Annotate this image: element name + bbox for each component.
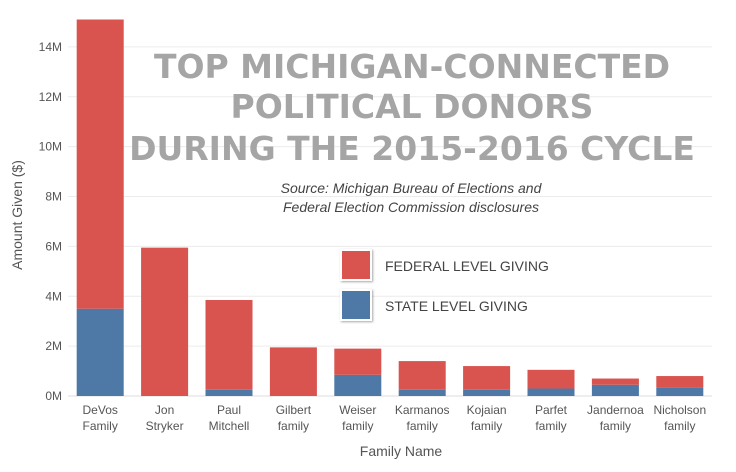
y-tick-label: 4M: [45, 289, 62, 303]
bar-state-segment[interactable]: [398, 389, 446, 396]
bar-federal-segment[interactable]: [463, 366, 511, 390]
bar-federal-segment[interactable]: [205, 300, 253, 390]
x-category-label: Nicholson: [653, 403, 706, 417]
x-category-label: Weiser: [339, 403, 376, 417]
chart-title: TOP MICHIGAN-CONNECTED POLITICAL DONORS …: [129, 47, 695, 168]
x-category-label: family: [535, 419, 566, 433]
x-category-label: family: [600, 419, 631, 433]
bar-state-segment[interactable]: [463, 389, 511, 396]
legend-label-federal: FEDERAL LEVEL GIVING: [385, 258, 549, 274]
bars: [76, 19, 704, 396]
bar-state-segment[interactable]: [527, 388, 575, 396]
y-axis-ticks: 0M 2M 4M 6M 8M 10M 12M 14M: [39, 40, 62, 403]
x-category-label: DeVos: [83, 403, 118, 417]
legend-label-state: STATE LEVEL GIVING: [385, 298, 528, 314]
y-tick-label: 14M: [39, 40, 62, 54]
bar-federal-segment[interactable]: [141, 247, 189, 396]
x-category-label: family: [664, 419, 695, 433]
source-note: Source: Michigan Bureau of Elections and…: [281, 180, 543, 215]
y-axis-title: Amount Given ($): [9, 160, 25, 270]
bar-federal-segment[interactable]: [527, 369, 575, 389]
x-category-label: Stryker: [146, 419, 184, 433]
bar-state-segment[interactable]: [591, 384, 639, 396]
bar-federal-segment[interactable]: [76, 19, 124, 309]
y-tick-label: 12M: [39, 90, 62, 104]
bar-state-segment[interactable]: [76, 308, 124, 396]
bar-federal-segment[interactable]: [334, 348, 382, 375]
x-axis-labels: DeVos Family Jon Stryker Paul Mitchell Gilbert…: [83, 403, 707, 433]
x-category-label: family: [471, 419, 502, 433]
bar-state-segment[interactable]: [334, 374, 382, 396]
title-line-2: POLITICAL DONORS: [231, 87, 594, 126]
x-category-label: Jandernoa: [587, 403, 644, 417]
x-category-label: Gilbert: [276, 403, 312, 417]
x-category-label: Karmanos: [395, 403, 450, 417]
x-category-label: family: [278, 419, 309, 433]
x-category-label: Mitchell: [209, 419, 250, 433]
title-line-3: DURING THE 2015-2016 CYCLE: [129, 129, 695, 168]
bar-state-segment[interactable]: [205, 389, 253, 396]
legend: FEDERAL LEVEL GIVING STATE LEVEL GIVING: [340, 249, 549, 321]
x-category-label: Parfet: [535, 403, 568, 417]
x-category-label: Paul: [217, 403, 241, 417]
x-category-label: family: [407, 419, 438, 433]
source-line-2: Federal Election Commission disclosures: [283, 199, 539, 215]
title-line-1: TOP MICHIGAN-CONNECTED: [154, 47, 670, 86]
x-axis-title: Family Name: [360, 443, 443, 459]
x-category-label: Jon: [155, 403, 174, 417]
bar-federal-segment[interactable]: [591, 378, 639, 385]
y-tick-label: 0M: [45, 389, 62, 403]
y-tick-label: 2M: [45, 339, 62, 353]
bar-state-segment[interactable]: [656, 387, 704, 396]
x-category-label: Kojaian: [467, 403, 507, 417]
bar-federal-segment[interactable]: [269, 347, 317, 396]
source-line-1: Source: Michigan Bureau of Elections and: [281, 180, 543, 196]
x-category-label: family: [342, 419, 373, 433]
y-tick-label: 10M: [39, 140, 62, 154]
y-tick-label: 8M: [45, 190, 62, 204]
legend-swatch-federal: [340, 249, 372, 281]
bar-federal-segment[interactable]: [656, 376, 704, 388]
legend-swatch-state: [340, 289, 372, 321]
x-category-label: Family: [83, 419, 118, 433]
y-tick-label: 6M: [45, 239, 62, 253]
bar-federal-segment[interactable]: [398, 361, 446, 390]
